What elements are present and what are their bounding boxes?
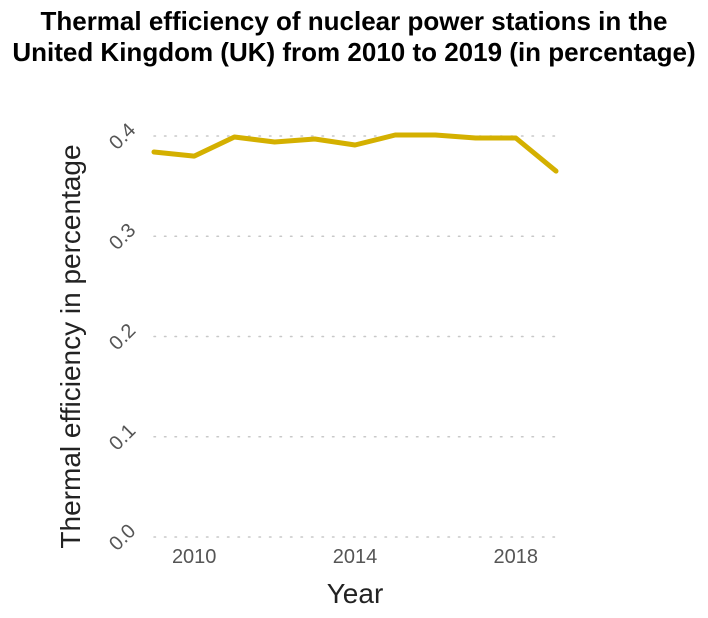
y-tick-label: 0.0 [105,520,140,555]
x-axis-ticks: 2010 2014 2018 [172,546,538,568]
y-tick-label: 0.4 [105,119,140,154]
x-tick-label: 2018 [494,546,539,568]
y-tick-label: 0.3 [105,219,140,254]
gridlines [153,135,557,538]
x-tick-label: 2014 [333,546,378,568]
chart-title: Thermal efficiency of nuclear power stat… [12,6,696,67]
y-tick-label: 0.2 [105,320,140,355]
series-group [151,132,559,174]
y-axis-label: Thermal efficiency in percentage [55,144,86,548]
series-line [151,132,559,174]
y-axis-ticks: 0.0 0.1 0.2 0.3 0.4 [105,119,140,555]
x-tick-label: 2010 [172,546,217,568]
x-axis-label: Year [327,578,384,609]
y-tick-label: 0.1 [105,420,140,455]
